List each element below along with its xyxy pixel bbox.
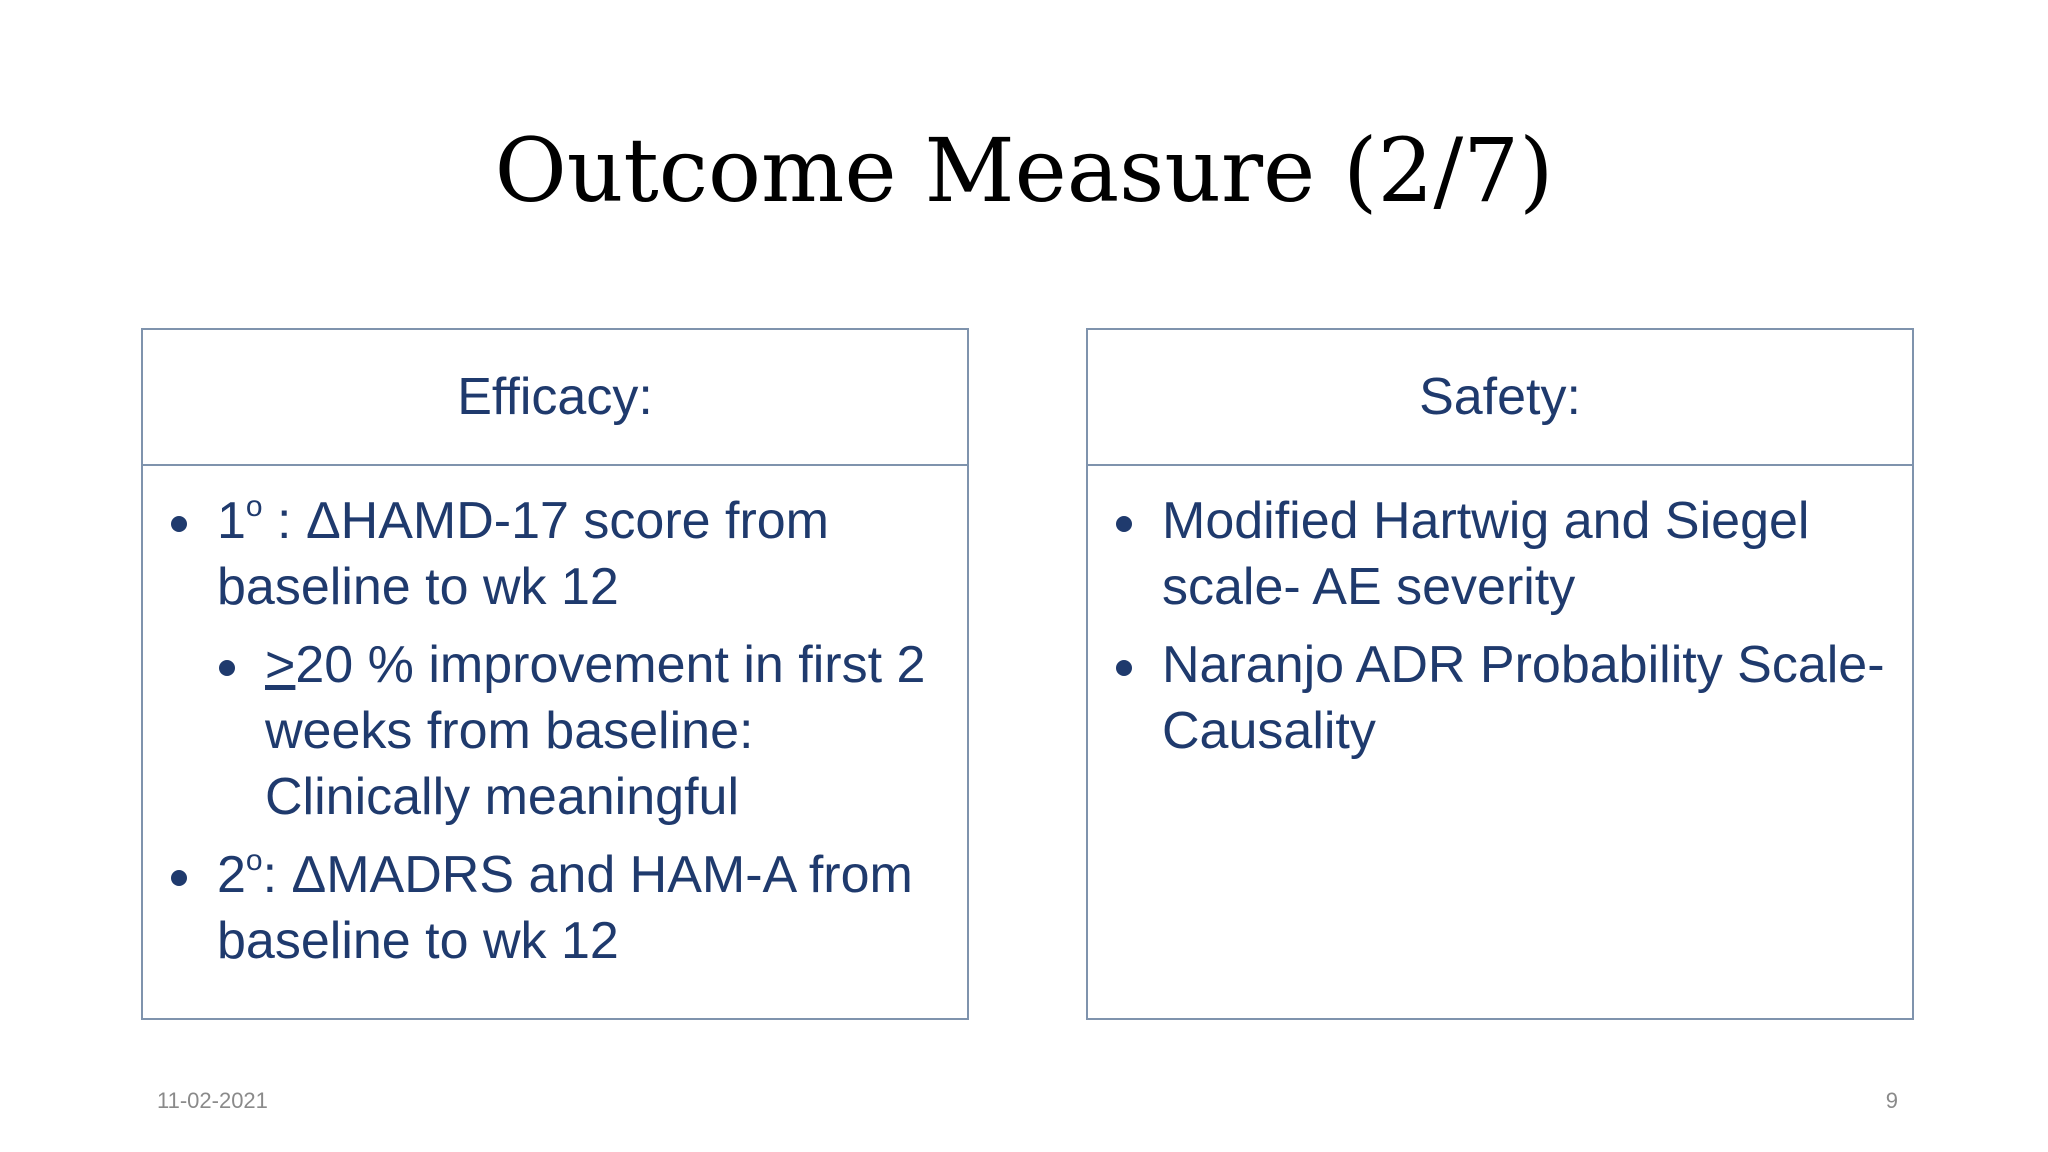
safety-heading: Safety:	[1088, 330, 1912, 466]
efficacy-panel: Efficacy: 1o : ΔHAMD-17 score from basel…	[141, 328, 969, 1020]
safety-panel: Safety: Modified Hartwig and Siegel scal…	[1086, 328, 1914, 1020]
efficacy-primary-item: 1o : ΔHAMD-17 score from baseline to wk …	[169, 488, 947, 620]
primary-ordinal: o	[245, 490, 263, 523]
primary-number: 1	[217, 492, 246, 550]
secondary-ordinal: o	[245, 844, 263, 877]
primary-text: : ΔHAMD-17 score from baseline to wk 12	[217, 492, 829, 616]
efficacy-list: 1o : ΔHAMD-17 score from baseline to wk …	[169, 488, 947, 974]
efficacy-heading: Efficacy:	[143, 330, 967, 466]
secondary-number: 2	[217, 846, 246, 904]
footer-page-number: 9	[1885, 1088, 1898, 1113]
safety-item: Naranjo ADR Probability Scale- Causality	[1114, 632, 1892, 764]
footer-date: 11-02-2021	[157, 1088, 268, 1113]
sub-text: 20 % improvement in first 2 weeks from b…	[265, 636, 926, 826]
sub-symbol: >	[265, 636, 296, 694]
safety-list: Modified Hartwig and Siegel scale- AE se…	[1114, 488, 1892, 764]
efficacy-body: 1o : ΔHAMD-17 score from baseline to wk …	[143, 466, 967, 974]
secondary-text: : ΔMADRS and HAM-A from baseline to wk 1…	[217, 846, 913, 970]
efficacy-sub-item: >20 % improvement in first 2 weeks from …	[169, 632, 947, 830]
slide-title: Outcome Measure (2/7)	[494, 119, 1554, 222]
safety-item: Modified Hartwig and Siegel scale- AE se…	[1114, 488, 1892, 620]
efficacy-secondary-item: 2o: ΔMADRS and HAM-A from baseline to wk…	[169, 842, 947, 974]
safety-body: Modified Hartwig and Siegel scale- AE se…	[1088, 466, 1912, 764]
